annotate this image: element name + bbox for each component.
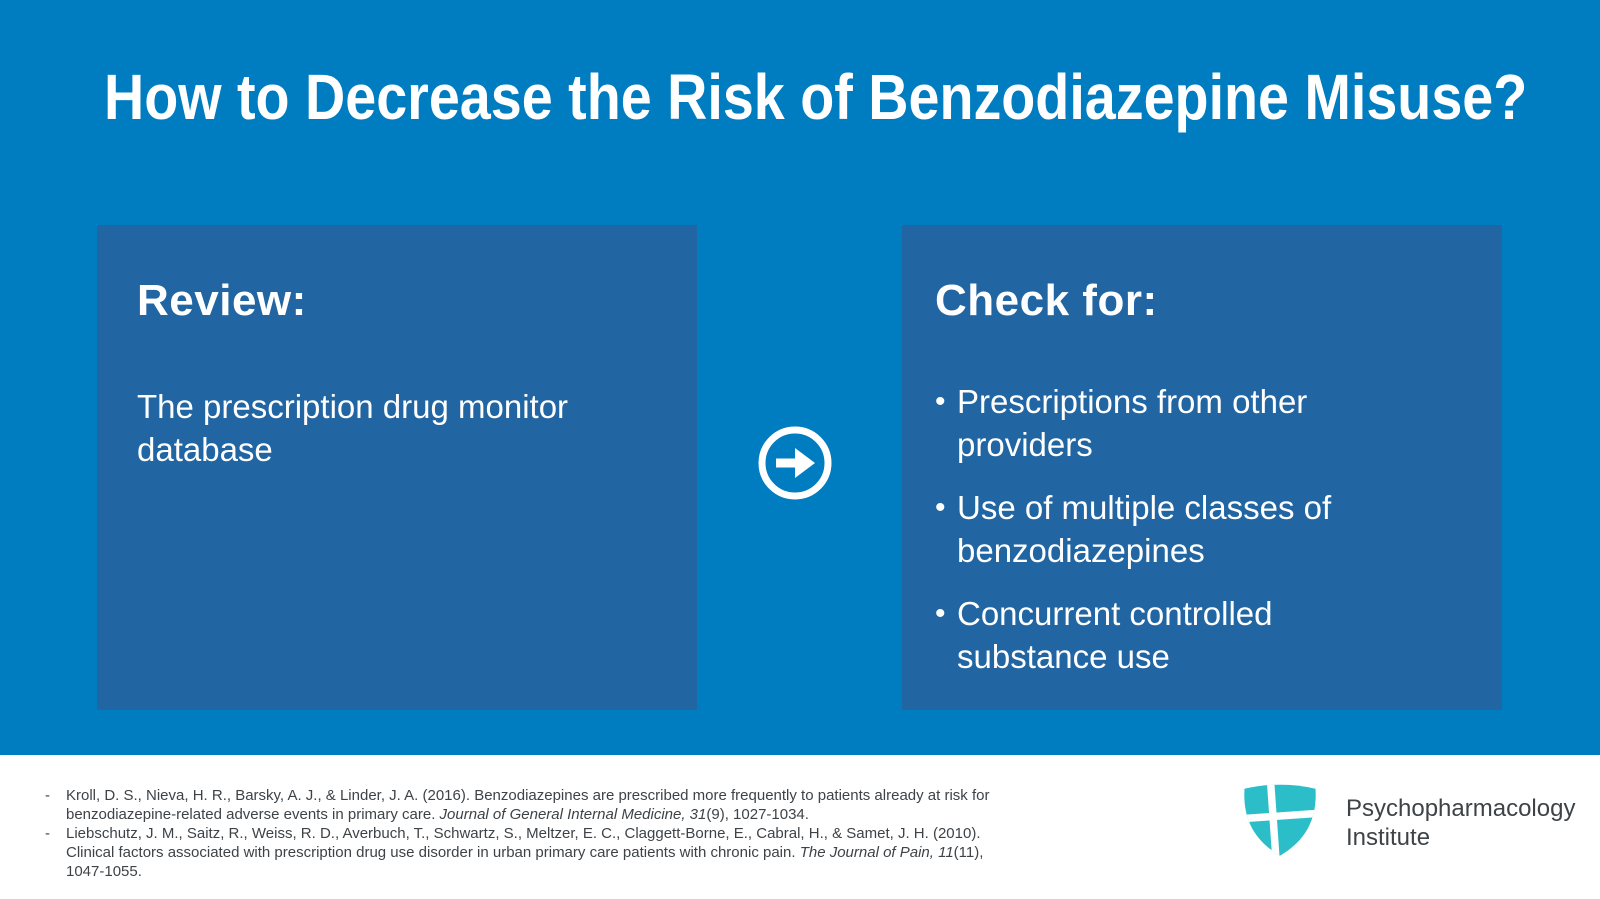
check-for-bullet-list: • Prescriptions from other providers • U…	[935, 380, 1472, 678]
reference-text: Kroll, D. S., Nieva, H. R., Barsky, A. J…	[66, 786, 1011, 824]
reference-post: (11), 1047-1055.	[66, 844, 984, 880]
bullet-dot-icon: •	[935, 491, 946, 524]
reference-item: - Kroll, D. S., Nieva, H. R., Barsky, A.…	[45, 786, 1035, 824]
reference-list: - Kroll, D. S., Nieva, H. R., Barsky, A.…	[45, 786, 1035, 881]
logo-text-line2: Institute	[1346, 824, 1431, 851]
bullet-dot-icon: •	[935, 385, 946, 418]
logo-text-line1: Psychopharmacology	[1346, 795, 1576, 822]
reference-text: Liebschutz, J. M., Saitz, R., Weiss, R. …	[66, 824, 1011, 881]
reference-item: - Liebschutz, J. M., Saitz, R., Weiss, R…	[45, 824, 1035, 881]
reference-journal: The Journal of Pain, 11	[799, 844, 954, 861]
check-for-box-heading: Check for:	[935, 276, 1158, 325]
bullet-text: Prescriptions from other providers	[957, 383, 1308, 463]
bullet-text: Concurrent controlled substance use	[957, 595, 1273, 675]
bullet-item: • Use of multiple classes of benzodiazep…	[935, 486, 1472, 572]
reference-dash: -	[45, 825, 50, 842]
shield-icon	[1244, 784, 1316, 856]
review-box-body: The prescription drug monitor database	[137, 388, 569, 468]
bullet-text: Use of multiple classes of benzodiazepin…	[957, 489, 1332, 569]
check-for-box: Check for: • Prescriptions from other pr…	[902, 225, 1502, 710]
reference-dash: -	[45, 787, 50, 804]
slide-background: How to Decrease the Risk of Benzodiazepi…	[0, 0, 1600, 755]
slide-title: How to Decrease the Risk of Benzodiazepi…	[104, 61, 1528, 133]
logo: Psychopharmacology Institute	[1238, 783, 1575, 859]
reference-journal: Journal of General Internal Medicine, 31	[439, 806, 707, 823]
arrow-right-circle-icon	[757, 425, 833, 501]
bullet-dot-icon: •	[935, 597, 946, 630]
footer: - Kroll, D. S., Nieva, H. R., Barsky, A.…	[0, 755, 1600, 899]
logo-text: Psychopharmacology Institute	[1346, 794, 1575, 852]
bullet-item: • Prescriptions from other providers	[935, 380, 1472, 466]
review-box-heading: Review:	[137, 276, 307, 325]
reference-pre: Kroll, D. S., Nieva, H. R., Barsky, A. J…	[66, 787, 990, 823]
reference-post: (9), 1027-1034.	[706, 806, 809, 823]
bullet-item: • Concurrent controlled substance use	[935, 592, 1472, 678]
reference-pre: Liebschutz, J. M., Saitz, R., Weiss, R. …	[66, 825, 981, 861]
review-box: Review: The prescription drug monitor da…	[97, 225, 697, 710]
